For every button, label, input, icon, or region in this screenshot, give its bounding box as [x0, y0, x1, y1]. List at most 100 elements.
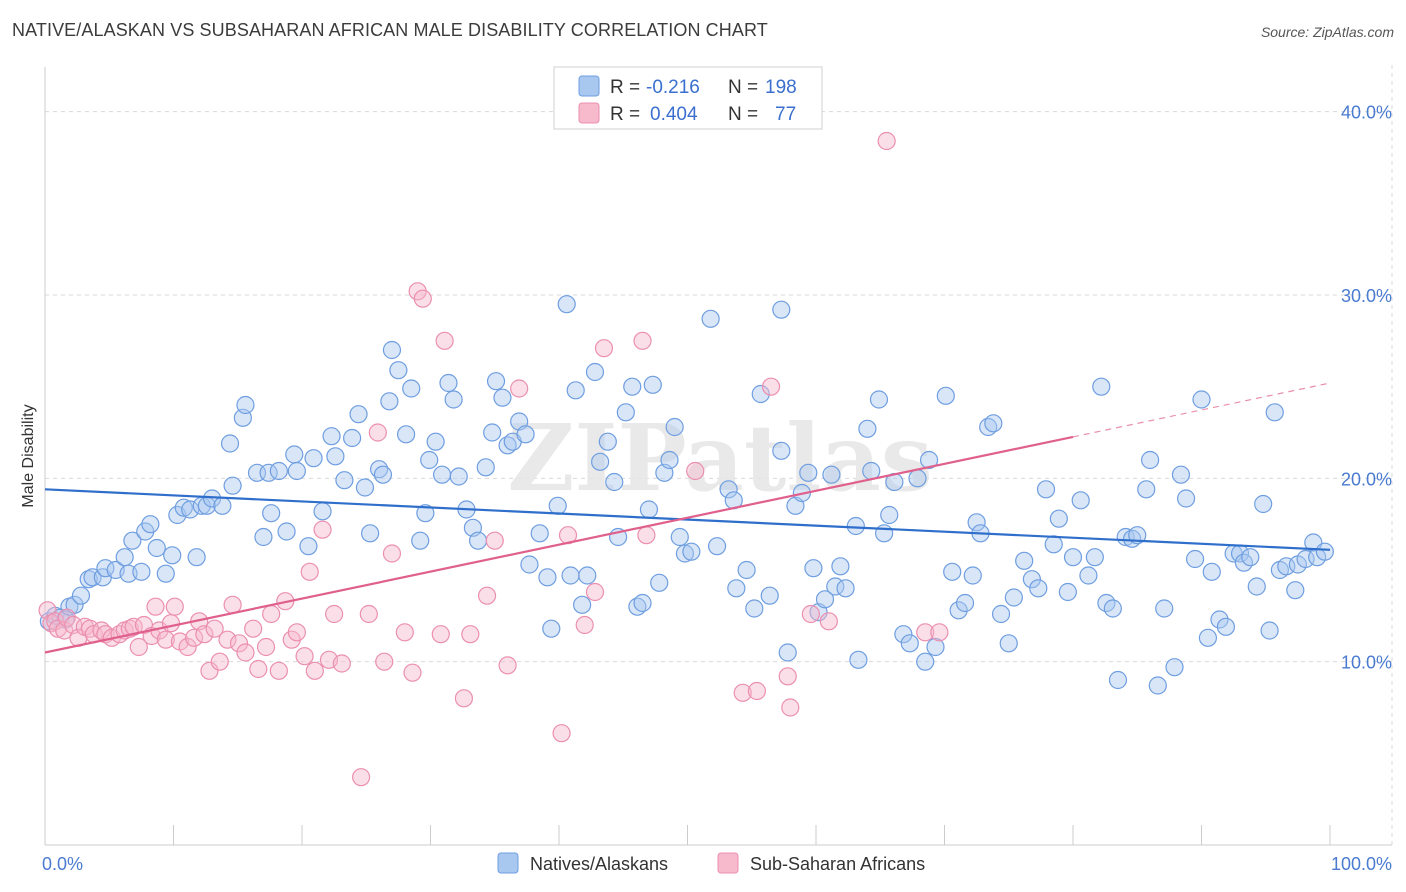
- data-point: [1004, 588, 1023, 607]
- legend-n-value: 77: [775, 104, 796, 125]
- chart-title: NATIVE/ALASKAN VS SUBSAHARAN AFRICAN MAL…: [12, 20, 768, 40]
- data-point: [1103, 599, 1122, 618]
- x-tick-label: 100.0%: [1331, 854, 1392, 874]
- data-point: [1265, 403, 1284, 422]
- trend-line: [44, 435, 1074, 654]
- data-point: [1079, 566, 1098, 585]
- data-point: [682, 542, 701, 561]
- data-point: [375, 652, 394, 671]
- data-point: [335, 471, 354, 490]
- data-point: [300, 562, 319, 581]
- data-point: [210, 652, 229, 671]
- data-point: [1185, 549, 1205, 569]
- data-point: [277, 522, 296, 541]
- data-point: [413, 289, 432, 308]
- data-point: [395, 623, 414, 642]
- data-point: [778, 643, 797, 662]
- data-point: [269, 661, 288, 680]
- legend-r-value: 0.404: [650, 104, 698, 125]
- data-point: [389, 361, 408, 380]
- data-point: [244, 619, 263, 638]
- data-point: [200, 661, 219, 680]
- data-point: [849, 650, 868, 669]
- data-point: [115, 548, 134, 567]
- data-point: [368, 423, 387, 442]
- data-point: [1315, 542, 1334, 561]
- stats-legend: R = -0.216 N = 198 R = 0.404 N = 77: [553, 66, 823, 130]
- data-point: [670, 527, 689, 547]
- data-point: [165, 597, 184, 616]
- data-point: [819, 612, 838, 631]
- data-point: [343, 428, 362, 448]
- data-point: [1140, 450, 1160, 470]
- series-natives-alaskans: [39, 295, 1334, 695]
- data-point: [598, 432, 617, 451]
- data-point: [616, 403, 635, 422]
- x-tick-labels: 0.0% 100.0%: [42, 854, 1392, 874]
- data-point: [1254, 494, 1273, 514]
- data-point: [287, 461, 306, 481]
- data-point: [141, 515, 160, 534]
- legend-swatch-pink: [717, 852, 739, 874]
- data-point: [575, 615, 594, 635]
- trend-line: [44, 488, 1331, 551]
- data-point: [916, 623, 935, 642]
- data-point: [161, 614, 181, 633]
- data-point: [299, 537, 318, 556]
- data-point: [147, 538, 166, 558]
- data-point: [880, 505, 899, 525]
- data-point: [943, 562, 962, 581]
- data-point: [486, 372, 506, 391]
- data-point: [745, 599, 764, 618]
- data-point: [633, 331, 652, 350]
- data-point: [573, 595, 592, 614]
- data-point: [761, 377, 781, 396]
- data-point: [815, 590, 835, 609]
- data-point: [804, 559, 823, 578]
- legend-swatch-pink: [578, 102, 600, 124]
- data-point: [254, 527, 273, 547]
- data-point: [530, 524, 549, 543]
- data-point: [1085, 548, 1104, 567]
- data-point: [174, 498, 193, 517]
- data-point: [877, 131, 896, 151]
- data-point: [468, 531, 488, 550]
- data-point: [403, 663, 422, 682]
- data-point: [498, 656, 517, 675]
- series-sub-saharan-africans: [38, 131, 949, 787]
- y-axis-label: Male Disability: [20, 404, 37, 507]
- data-point: [1092, 377, 1111, 396]
- data-point: [71, 586, 91, 605]
- data-point: [57, 608, 76, 627]
- data-point: [836, 579, 855, 598]
- data-point: [799, 463, 818, 482]
- data-point: [908, 469, 927, 488]
- data-point: [361, 524, 380, 543]
- data-point: [229, 634, 249, 653]
- data-point: [262, 504, 281, 523]
- data-point: [483, 423, 502, 442]
- source-credit: Source: ZipAtlas.com: [1260, 24, 1394, 40]
- data-point: [326, 447, 345, 466]
- legend-n-label: N =: [728, 77, 758, 98]
- data-point: [585, 582, 605, 602]
- data-point: [510, 379, 529, 398]
- data-point: [919, 450, 939, 470]
- x-tick-label: 0.0%: [42, 854, 83, 874]
- data-point: [396, 425, 416, 444]
- data-point: [727, 579, 746, 598]
- legend-r-label: R =: [610, 104, 640, 125]
- data-point: [520, 555, 539, 574]
- data-point: [747, 681, 766, 701]
- data-point: [701, 309, 720, 328]
- data-point: [313, 502, 332, 521]
- data-point: [1148, 676, 1167, 695]
- data-point: [1022, 570, 1041, 589]
- data-point: [869, 390, 889, 409]
- data-point: [643, 375, 662, 394]
- data-point: [256, 637, 276, 657]
- data-point: [1176, 489, 1196, 508]
- data-point: [359, 604, 378, 624]
- data-point: [236, 643, 255, 662]
- data-point: [178, 637, 197, 657]
